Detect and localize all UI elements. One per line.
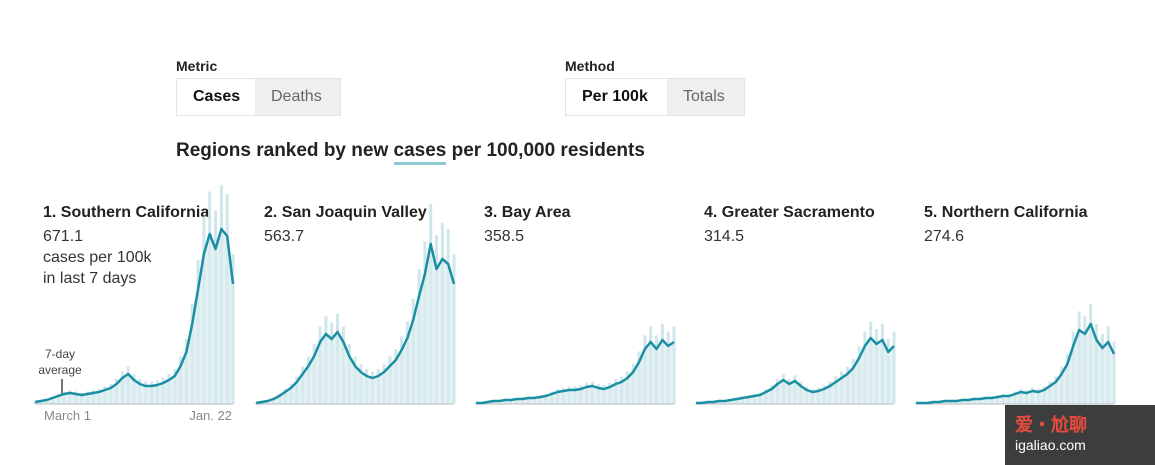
method-label: Method bbox=[565, 58, 615, 74]
region-chart-4 bbox=[694, 321, 896, 405]
method-control: Method Per 100k Totals bbox=[565, 58, 745, 116]
x-axis-end-label: Jan. 22 bbox=[189, 408, 232, 423]
region-chart-1 bbox=[33, 185, 235, 405]
metric-control: Metric Cases Deaths bbox=[176, 58, 341, 116]
metric-deaths-button[interactable]: Deaths bbox=[255, 79, 340, 115]
panel-1-note-line2: in last 7 days bbox=[43, 270, 137, 287]
region-chart-5 bbox=[914, 304, 1116, 405]
average-area bbox=[256, 244, 454, 404]
panel-1-note: cases per 100k in last 7 days bbox=[43, 247, 152, 289]
x-axis-start-label: March 1 bbox=[44, 408, 91, 423]
watermark-url: igaliao.com bbox=[1015, 437, 1086, 453]
panel-1-note-line1: cases per 100k bbox=[43, 249, 152, 266]
seven-day-average-line bbox=[34, 227, 235, 404]
panel-1-value: 671.1 bbox=[43, 228, 84, 245]
average-area bbox=[916, 324, 1114, 404]
panel-4-value: 314.5 bbox=[704, 228, 745, 245]
watermark-logo: 爱・尬聊 igaliao.com bbox=[1005, 405, 1155, 465]
panel-3-value: 358.5 bbox=[484, 228, 525, 245]
chart-heading: Regions ranked by new cases per 100,000 … bbox=[176, 140, 645, 165]
method-per100k-button[interactable]: Per 100k bbox=[566, 79, 667, 115]
panel-2-value: 563.7 bbox=[264, 228, 305, 245]
region-chart-3 bbox=[474, 324, 676, 405]
avg-annotation-line2: average bbox=[38, 363, 82, 377]
seven-day-average-line bbox=[476, 338, 675, 405]
panel-3-title: 3. Bay Area bbox=[484, 204, 571, 221]
seven-day-average-line bbox=[255, 242, 456, 405]
panel-5-value: 274.6 bbox=[924, 228, 965, 245]
panel-1-title: 1. Southern California bbox=[43, 204, 210, 221]
panel-2-title: 2. San Joaquin Valley bbox=[264, 204, 427, 221]
method-totals-button[interactable]: Totals bbox=[667, 79, 744, 115]
panel-5-title: 5. Northern California bbox=[924, 204, 1088, 221]
heading-highlight: cases bbox=[393, 140, 447, 165]
method-toggle: Per 100k Totals bbox=[565, 78, 745, 116]
heading-suffix: per 100,000 residents bbox=[446, 140, 645, 161]
average-area bbox=[696, 338, 894, 404]
region-chart-2 bbox=[254, 204, 456, 405]
watermark-brand: 爱・尬聊 bbox=[1015, 415, 1087, 435]
panel-4-title: 4. Greater Sacramento bbox=[704, 204, 875, 221]
average-area bbox=[476, 340, 674, 404]
seven-day-average-line bbox=[696, 336, 895, 405]
metric-toggle: Cases Deaths bbox=[176, 78, 341, 116]
avg-annotation-line1: 7-day bbox=[45, 347, 75, 361]
seven-day-average-line bbox=[916, 322, 1116, 405]
metric-label: Metric bbox=[176, 58, 218, 74]
metric-cases-button[interactable]: Cases bbox=[177, 79, 255, 115]
heading-prefix: Regions ranked by new bbox=[176, 140, 394, 161]
